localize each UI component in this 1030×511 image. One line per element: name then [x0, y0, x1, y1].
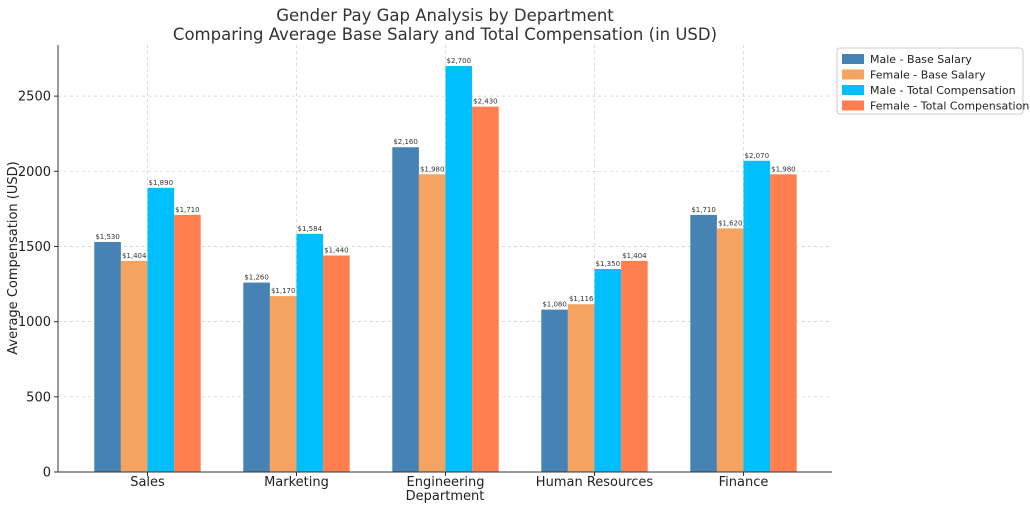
bar	[472, 106, 499, 473]
y-tick-label: 2000	[18, 165, 51, 180]
bar-value-label: $1,170	[271, 287, 296, 295]
bar-value-label: $1,404	[122, 252, 147, 260]
chart-title: Gender Pay Gap Analysis by Department	[276, 6, 614, 25]
bar-value-label: $1,116	[569, 295, 594, 303]
bar	[269, 296, 297, 472]
bar-value-label: $2,160	[393, 138, 418, 146]
bar	[445, 66, 473, 473]
bar	[690, 214, 717, 472]
x-tick-label: Sales	[130, 475, 165, 490]
bar-value-label: $1,404	[622, 252, 647, 260]
bar-value-label: $1,980	[771, 165, 796, 173]
legend: Male - Base Salary Female - Base Salary Ma…	[836, 47, 1029, 115]
bar-value-label: $2,070	[745, 152, 770, 160]
legend-swatch	[842, 85, 864, 95]
y-axis-label: Average Compensation (USD)	[6, 161, 21, 354]
bar-value-label: $1,440	[324, 246, 349, 254]
legend-box	[836, 47, 1024, 115]
bar-value-label: $1,620	[718, 219, 743, 227]
bar-value-label: $1,530	[95, 233, 120, 241]
y-axis-ticks: 0 500 1000 1500 2000 2500	[18, 90, 58, 481]
data-labels: $1,530 $1,404 $1,890 $1,710 $1,260$1,170 $1,5…	[95, 57, 795, 309]
chart-subtitle: Comparing Average Base Salary and Total …	[173, 25, 717, 44]
y-tick-label: 0	[43, 466, 51, 481]
legend-swatch	[842, 100, 864, 111]
bar	[743, 160, 771, 473]
bar	[621, 260, 648, 472]
legend-entry: Male - Total Compensation	[870, 84, 1016, 97]
bar	[716, 228, 744, 472]
x-axis-label: Department	[406, 489, 485, 504]
y-tick-label: 500	[26, 390, 51, 405]
bar	[594, 269, 622, 472]
x-axis-ticks: Sales Marketing Engineering Human Resources…	[130, 472, 768, 490]
legend-entry: Male - Base Salary	[870, 53, 972, 66]
x-tick-label: Marketing	[264, 475, 329, 490]
bar-value-label: $2,430	[473, 98, 498, 106]
y-tick-label: 1500	[18, 240, 51, 255]
x-tick-label: Finance	[719, 475, 769, 490]
x-tick-label: Engineering	[407, 475, 485, 490]
bar-value-label: $1,980	[420, 165, 445, 173]
bar	[147, 187, 175, 472]
bar-value-label: $1,080	[542, 301, 567, 309]
legend-entry: Female - Base Salary	[870, 69, 986, 82]
bar	[392, 147, 419, 472]
bar	[418, 174, 446, 473]
legend-swatch	[842, 69, 864, 80]
bar	[94, 241, 121, 472]
bar-value-label: $1,584	[298, 225, 323, 233]
bar-value-label: $1,710	[691, 206, 716, 214]
bar	[770, 174, 797, 473]
legend-entry: Female - Total Compensation	[870, 100, 1029, 113]
y-tick-label: 2500	[18, 90, 51, 105]
bar-value-label: $1,890	[149, 179, 174, 187]
bar-value-label: $2,700	[447, 57, 472, 65]
bar-value-label: $1,350	[596, 260, 621, 268]
bar	[541, 309, 568, 472]
bar	[323, 255, 350, 472]
bar-value-label: $1,260	[244, 274, 269, 282]
bar	[243, 282, 270, 472]
legend-swatch	[842, 54, 864, 64]
bar	[174, 214, 201, 472]
y-tick-label: 1000	[18, 315, 51, 330]
bar	[296, 233, 324, 472]
x-tick-label: Human Resources	[536, 475, 654, 490]
bars	[94, 66, 797, 473]
bar-value-label: $1,710	[175, 206, 200, 214]
bar	[120, 260, 148, 472]
bar	[567, 304, 595, 472]
